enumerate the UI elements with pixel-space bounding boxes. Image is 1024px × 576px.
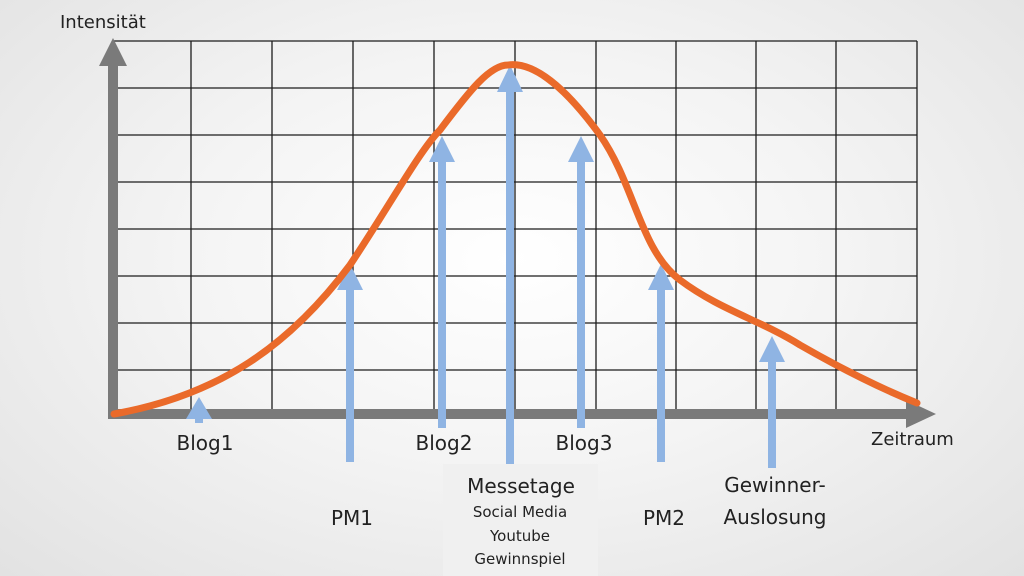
x-axis-arrowhead [906,400,936,428]
arrow-pm1 [337,264,363,462]
label-blog1: Blog1 [177,431,234,455]
arrow-gewinner [759,336,785,468]
arrow-blog1 [186,397,212,423]
arrow-messetage [497,65,523,464]
label-gewinner-line2: Auslosung [723,505,826,529]
messetage-label-box [443,464,598,576]
y-axis-label: Intensität [60,12,146,33]
arrow-pm2 [648,264,674,462]
label-social-media: Social Media [473,503,567,521]
arrow-blog2 [429,136,455,428]
label-messetage: Messetage [467,474,575,498]
label-youtube: Youtube [489,527,550,545]
label-pm2: PM2 [643,506,685,530]
label-gewinnspiel: Gewinnspiel [474,550,565,568]
label-blog2: Blog2 [416,431,473,455]
x-axis-label: Zeitraum [871,429,954,450]
label-pm1: PM1 [331,506,373,530]
label-blog3: Blog3 [556,431,613,455]
arrow-blog3 [568,136,594,428]
label-gewinner-line1: Gewinner- [724,473,826,497]
grid [114,40,918,413]
event-arrows [186,65,785,468]
y-axis-arrowhead [99,38,127,66]
y-axis-line [108,62,118,419]
intensity-curve [110,61,921,418]
